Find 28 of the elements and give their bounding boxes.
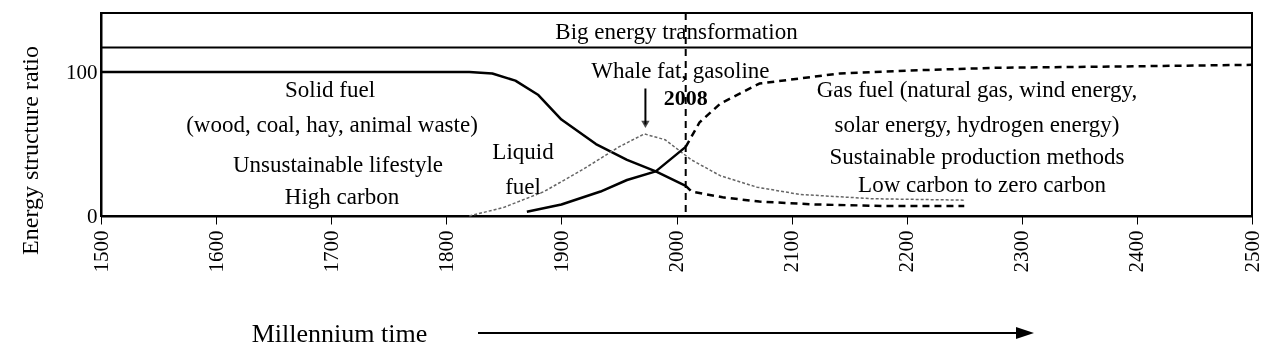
y-axis-title: Energy structure ratio: [16, 46, 43, 255]
annotation: solar energy, hydrogen energy): [834, 112, 1120, 137]
annotation: Sustainable production methods: [829, 144, 1125, 169]
x-tick-label: 2300: [1009, 230, 1034, 273]
x-tick-label: 2500: [1239, 230, 1264, 273]
x-tick-label: 1700: [318, 230, 343, 273]
y-tick-label: 100: [66, 59, 98, 84]
annotation: (wood, coal, hay, animal waste): [186, 112, 478, 137]
x-axis-title: Millennium time: [251, 318, 428, 348]
x-tick-label: 2400: [1124, 230, 1149, 273]
annotation: Liquid: [492, 139, 555, 164]
x-tick-label: 1500: [88, 230, 113, 273]
x-tick-label: 2200: [894, 230, 919, 273]
x-tick-label: 1800: [433, 230, 458, 273]
annotation: Low carbon to zero carbon: [858, 172, 1107, 197]
annotation: High carbon: [284, 184, 400, 209]
annotation: Solid fuel: [284, 77, 376, 102]
annotation: Big energy transformation: [555, 19, 799, 44]
x-tick-label: 2100: [779, 230, 804, 273]
annotation: fuel: [505, 174, 541, 199]
ref-line-label: 2008: [663, 85, 708, 110]
x-tick-label: 1600: [203, 230, 228, 273]
y-tick-label: 0: [87, 203, 98, 228]
x-tick-label: 1900: [548, 230, 573, 273]
annotation: Gas fuel (natural gas, wind energy,: [816, 77, 1138, 102]
annotation: Unsustainable lifestyle: [232, 152, 444, 177]
x-tick-label: 2000: [664, 230, 688, 273]
annotation: Whale fat, gasoline: [591, 58, 770, 84]
